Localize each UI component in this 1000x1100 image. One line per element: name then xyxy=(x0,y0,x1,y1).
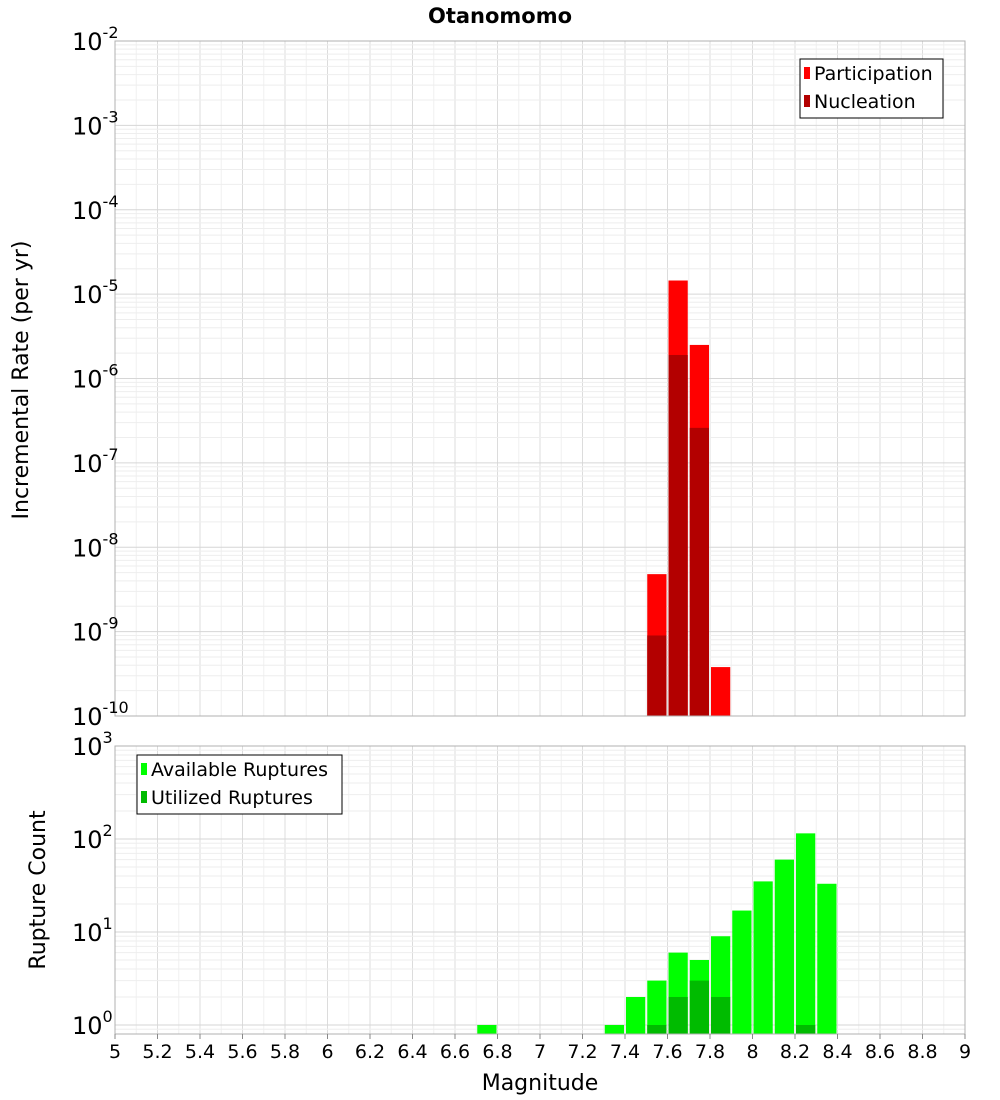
y-tick-label: 10-6 xyxy=(72,361,119,394)
x-tick-label: 8.8 xyxy=(907,1041,937,1063)
y-tick-label: 102 xyxy=(72,821,113,854)
x-tick-label: 8.4 xyxy=(822,1041,852,1063)
x-tick-label: 7.4 xyxy=(610,1041,640,1063)
rate-bar-nucleation xyxy=(689,427,709,716)
count-bar-utilized-ruptures xyxy=(689,980,709,1034)
x-tick-label: 7.2 xyxy=(567,1041,597,1063)
rate-bar-nucleation xyxy=(647,635,667,716)
x-tick-label: 5.4 xyxy=(185,1041,215,1063)
x-axis: 5 5.2 5.4 5.6 5.8 6 6.2 6.4 6.6 6.8 7 7.2 7.4 7.6 7.8 8… xyxy=(109,1034,971,1063)
legend-swatch xyxy=(804,67,810,79)
x-tick-label: 5 xyxy=(109,1041,121,1063)
y-tick-label: 10-3 xyxy=(72,107,119,140)
y-tick-label: 100 xyxy=(72,1007,113,1040)
x-tick-label: 7 xyxy=(534,1041,546,1063)
count-bar-available-ruptures xyxy=(753,881,773,1034)
y-tick-label: 101 xyxy=(72,914,113,947)
x-tick-label: 9 xyxy=(959,1041,971,1063)
x-tick-label: 7.8 xyxy=(695,1041,725,1063)
legend: Participation Nucleation xyxy=(799,58,944,119)
rupture-count-panel: 100 101 102 103 Available Ruptures Utilized R… xyxy=(72,728,966,1040)
count-bar-available-ruptures xyxy=(477,1024,497,1034)
legend-label: Utilized Ruptures xyxy=(151,787,313,809)
y-tick-label: 103 xyxy=(72,728,113,761)
x-tick-label: 5.2 xyxy=(142,1041,172,1063)
rate-bar-nucleation xyxy=(668,354,688,716)
x-tick-label: 6.4 xyxy=(397,1041,427,1063)
x-tick-label: 6.2 xyxy=(355,1041,385,1063)
legend-swatch xyxy=(141,763,147,775)
y-tick-label: 10-5 xyxy=(72,276,119,309)
y-tick-label: 10-7 xyxy=(72,445,119,478)
bottom-y-axis-label: Rupture Count xyxy=(26,810,51,970)
chart-title: Otanomomo xyxy=(428,4,572,28)
x-tick-label: 8 xyxy=(746,1041,758,1063)
y-tick-label: 10-9 xyxy=(72,614,119,647)
x-tick-label: 5.8 xyxy=(270,1041,300,1063)
legend-swatch xyxy=(804,95,810,107)
x-tick-label: 8.6 xyxy=(865,1041,895,1063)
count-bar-available-ruptures xyxy=(796,833,816,1034)
count-bar-available-ruptures xyxy=(817,883,837,1034)
count-bar-utilized-ruptures xyxy=(647,1024,667,1034)
legend-box xyxy=(799,58,944,119)
count-bar-utilized-ruptures xyxy=(668,996,688,1034)
legend-label: Nucleation xyxy=(814,91,916,113)
y-tick-label: 10-4 xyxy=(72,192,119,225)
count-bar-utilized-ruptures xyxy=(711,996,731,1034)
x-tick-label: 6 xyxy=(321,1041,333,1063)
legend-label: Participation xyxy=(814,63,933,85)
legend-box xyxy=(136,754,343,815)
count-bar-available-ruptures xyxy=(604,1024,624,1034)
y-tick-label: 10-8 xyxy=(72,529,119,562)
plot-frame xyxy=(114,40,966,717)
rate-bar-participation xyxy=(711,667,731,716)
x-tick-label: 6.8 xyxy=(482,1041,512,1063)
count-bar-available-ruptures xyxy=(626,996,646,1034)
count-bar-available-ruptures xyxy=(774,859,794,1034)
x-tick-label: 7.6 xyxy=(652,1041,682,1063)
count-bar-available-ruptures xyxy=(732,910,752,1034)
top-y-axis-label: Incremental Rate (per yr) xyxy=(9,241,34,520)
count-bar-utilized-ruptures xyxy=(796,1024,816,1034)
count-bar-available-ruptures xyxy=(647,980,667,1034)
x-axis-label: Magnitude xyxy=(482,1071,599,1096)
y-tick-label: 10-2 xyxy=(72,23,119,56)
x-tick-label: 6.6 xyxy=(440,1041,470,1063)
x-tick-label: 5.6 xyxy=(227,1041,257,1063)
legend: Available Ruptures Utilized Ruptures xyxy=(136,754,343,815)
legend-label: Available Ruptures xyxy=(151,759,328,781)
y-tick-label: 10-10 xyxy=(72,698,129,731)
x-tick-label: 8.2 xyxy=(780,1041,810,1063)
rate-panel: 10-10 10-9 10-8 10-7 10-6 10-5 10-4 10-3 10-2 Par… xyxy=(72,23,966,731)
legend-swatch xyxy=(141,791,147,803)
